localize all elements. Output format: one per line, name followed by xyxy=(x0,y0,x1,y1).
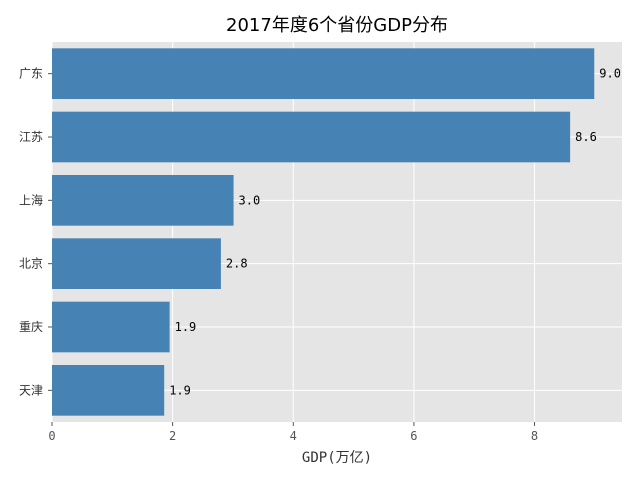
data-label: 3.0 xyxy=(239,193,261,207)
bar xyxy=(52,175,234,226)
y-tick-label: 广东 xyxy=(19,67,43,81)
x-tick-label: 6 xyxy=(410,429,417,443)
plot-background xyxy=(52,42,622,422)
data-label: 9.0 xyxy=(599,67,621,81)
x-tick-label: 8 xyxy=(531,429,538,443)
y-tick-label: 天津 xyxy=(19,383,43,397)
data-label: 1.9 xyxy=(175,320,197,334)
data-label: 1.9 xyxy=(169,383,191,397)
data-label: 2.8 xyxy=(226,257,248,271)
chart-title: 2017年度6个省份GDP分布 xyxy=(226,15,448,36)
x-tick-label: 2 xyxy=(169,429,176,443)
y-tick-label: 上海 xyxy=(19,192,43,207)
bar xyxy=(52,365,165,416)
data-label: 8.6 xyxy=(575,130,597,144)
x-tick-label: 0 xyxy=(48,429,55,443)
bar xyxy=(52,111,571,163)
x-axis-label: GDP(万亿) xyxy=(302,450,372,466)
x-tick-label: 4 xyxy=(290,429,297,443)
y-tick-label: 北京 xyxy=(19,257,43,271)
y-tick-label: 重庆 xyxy=(19,320,43,334)
bar xyxy=(52,48,595,99)
bar xyxy=(52,301,170,353)
bar xyxy=(52,238,221,289)
y-tick-label: 江苏 xyxy=(19,130,43,144)
